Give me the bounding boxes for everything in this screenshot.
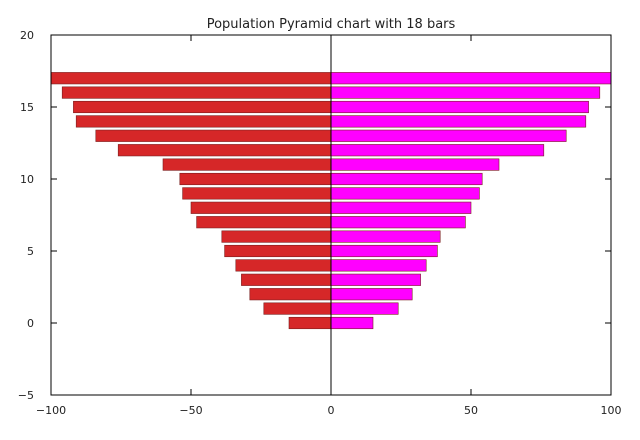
right-bar-15	[330, 100, 589, 114]
right-bar-5	[330, 244, 438, 258]
right-bar-7	[330, 216, 466, 229]
y-tick-label: 10	[20, 173, 34, 186]
left-bar-8	[190, 201, 332, 214]
x-tick-label: −100	[36, 404, 66, 417]
x-tick-label: −50	[179, 404, 202, 417]
left-bar-6	[221, 230, 332, 243]
right-bar-17	[330, 72, 612, 85]
left-bar-15	[73, 100, 332, 114]
left-bar-11	[162, 158, 332, 171]
right-bar-2	[330, 288, 413, 301]
left-bar-10	[179, 172, 332, 186]
left-bar-4	[235, 259, 332, 272]
left-bar-13	[95, 129, 332, 142]
right-bar-6	[330, 230, 441, 243]
x-tick-label: 50	[464, 404, 478, 417]
left-bar-5	[224, 244, 332, 258]
y-tick-label: 15	[20, 101, 34, 114]
left-bar-3	[241, 273, 332, 286]
left-bar-0	[288, 316, 332, 330]
x-tick-label: 0	[328, 404, 335, 417]
right-bar-11	[330, 158, 500, 171]
right-bar-4	[330, 259, 427, 272]
right-bar-12	[330, 144, 545, 157]
right-bar-16	[330, 86, 601, 99]
left-bar-16	[61, 86, 332, 99]
left-bar-1	[263, 302, 332, 315]
left-bar-2	[249, 288, 332, 301]
right-bar-8	[330, 201, 472, 214]
right-bar-14	[330, 115, 587, 128]
chart-title: Population Pyramid chart with 18 bars	[207, 17, 456, 32]
left-bar-12	[117, 144, 332, 157]
bars-group	[50, 72, 612, 330]
right-bar-9	[330, 187, 480, 200]
y-tick-label: 20	[20, 29, 34, 42]
plot-frame	[50, 34, 612, 396]
y-tick-label: 0	[27, 317, 34, 330]
left-bar-7	[196, 216, 332, 229]
right-bar-13	[330, 129, 567, 142]
right-bar-1	[330, 302, 399, 315]
left-bar-14	[75, 115, 332, 128]
y-tick-label: −5	[18, 389, 34, 402]
right-bar-3	[330, 273, 421, 286]
left-bar-9	[182, 187, 332, 200]
x-tick-label: 100	[601, 404, 622, 417]
left-bar-17	[50, 72, 332, 85]
y-tick-label: 5	[27, 245, 34, 258]
right-bar-10	[330, 172, 483, 186]
right-bar-0	[330, 316, 374, 330]
